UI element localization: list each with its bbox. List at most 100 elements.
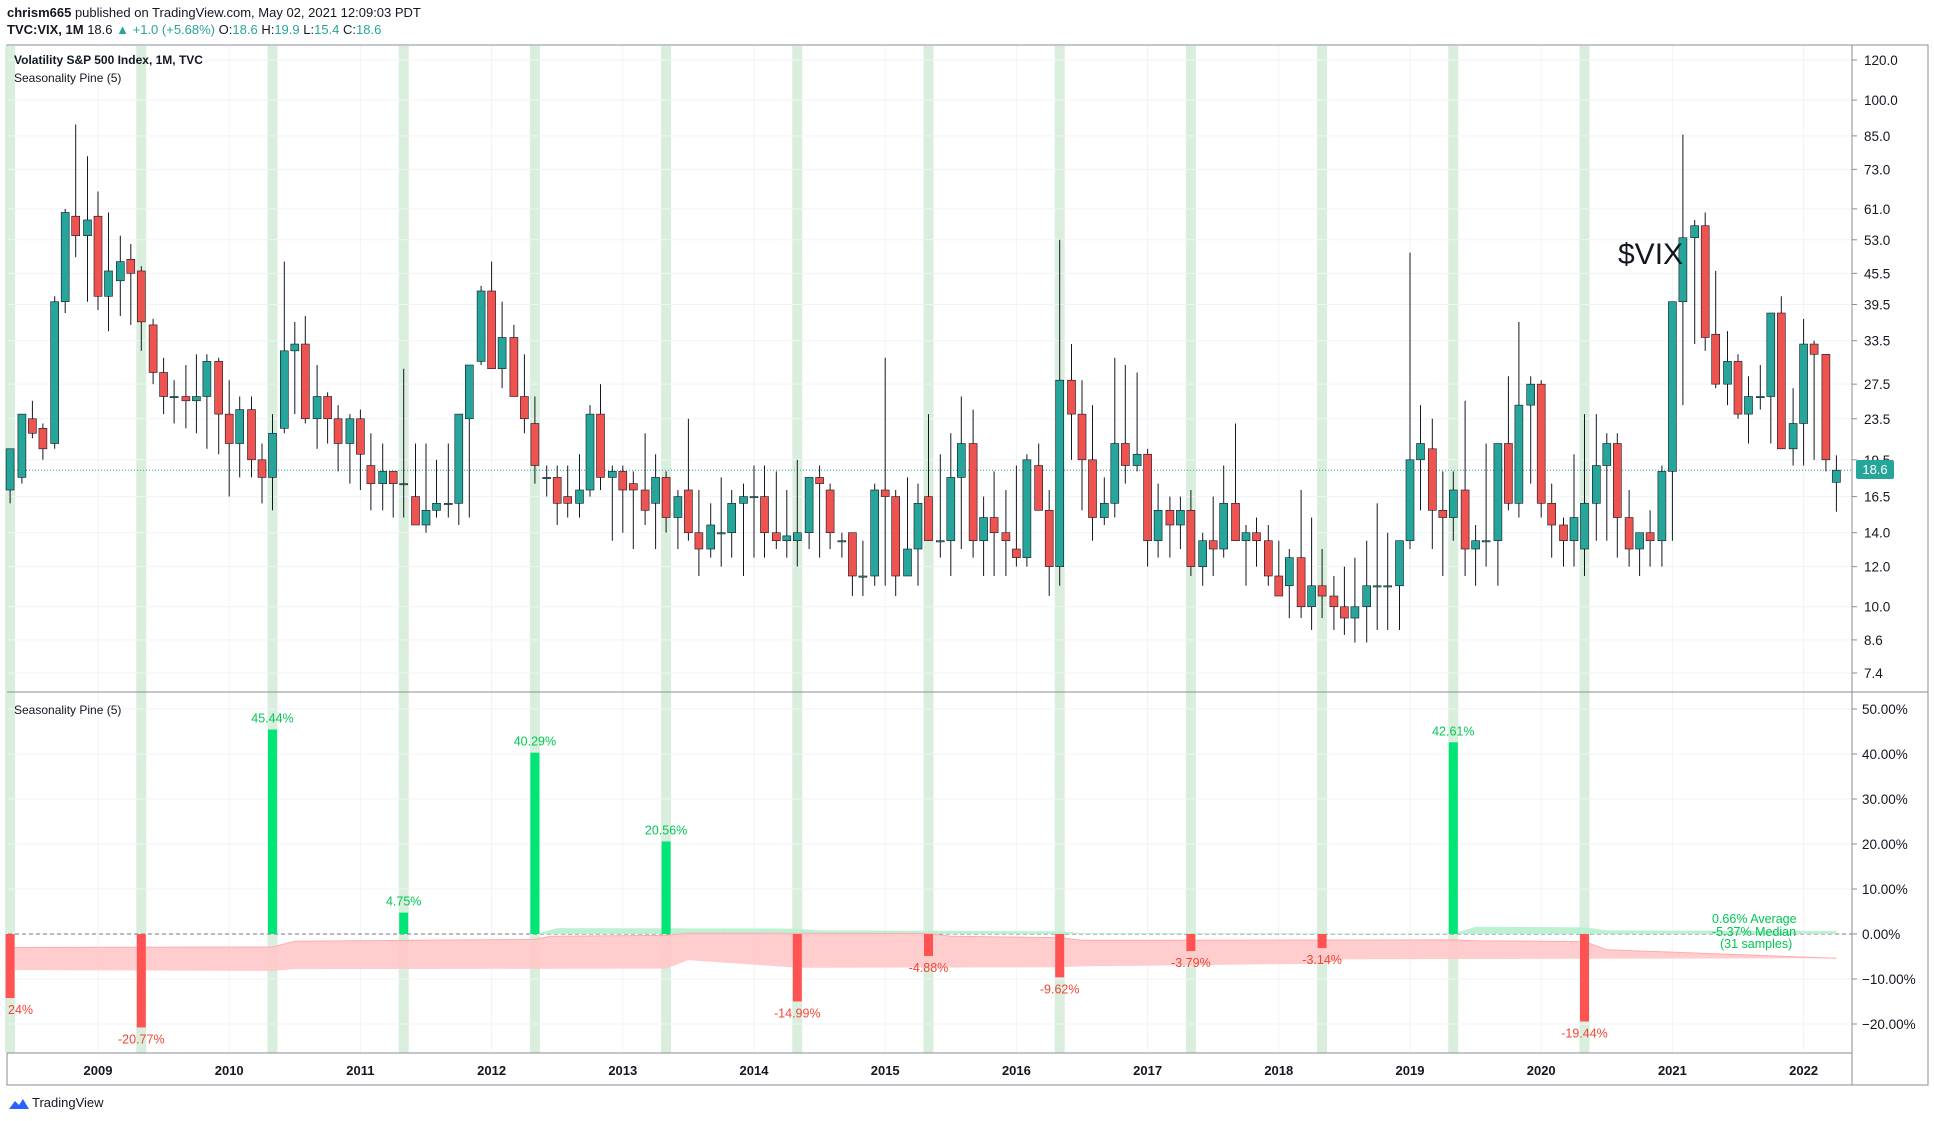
candle-body [760,496,769,534]
symbol-label[interactable]: TVC:VIX, 1M [7,22,84,37]
candle-body [345,418,355,444]
candle [628,471,638,550]
low-value: 15.4 [314,22,340,37]
chart-title[interactable]: Volatility S&P 500 Index, 1M, TVC [14,53,203,67]
candle-body [673,496,683,518]
candle [520,354,529,434]
may-band [136,46,147,1053]
candle [1317,549,1327,619]
candle [444,443,453,518]
price-tick: 12.0 [1864,560,1890,575]
candle [979,496,988,576]
candle-body [1504,443,1513,504]
candle-body [136,270,146,323]
candle-body [858,575,868,578]
indicator-title-bottom[interactable]: Seasonality Pine (5) [14,703,121,717]
candle [1252,517,1261,567]
candle-body [520,396,529,420]
may-band [5,46,16,1053]
median-line [10,932,1837,959]
candle [1034,443,1044,511]
candle [464,364,474,518]
seasonality-bar [267,729,277,934]
candle [247,396,256,478]
candle [870,483,880,586]
candle [936,454,945,558]
bar-label: -4.88% [909,961,949,975]
candle-body [979,517,988,542]
indicator-title-top[interactable]: Seasonality Pine (5) [14,71,121,85]
candle [159,357,168,415]
candle-body [1153,510,1163,542]
candle [1067,344,1076,460]
candle-body [1580,503,1589,550]
time-axis[interactable]: 2009 2010 2011 2012 2013 2014 2015 2016 2017 2018… [84,1063,1819,1078]
candle-body [1264,540,1273,577]
candle [1186,489,1196,576]
candle [1088,405,1097,541]
samples-stat: (31 samples) [1720,937,1792,951]
candle [257,443,267,504]
may-band [923,46,934,1053]
candle-body [1395,540,1404,587]
candle-body [1132,453,1142,466]
price-axis[interactable]: 120.0 100.0 85.0 73.0 61.0 53.0 45.5 39.5 33.5 27… [1852,53,1898,681]
seasonality-bar [1186,934,1196,952]
candle [17,413,27,484]
candle-body [126,259,136,274]
candle-body [497,337,507,370]
candle [104,212,113,332]
price-tick: 16.5 [1864,490,1890,505]
candle [1809,340,1819,460]
candle [1153,483,1163,558]
candle [563,465,572,518]
author-name[interactable]: chrism665 [7,5,72,20]
may-band [1448,46,1459,1053]
price-tick: 10.0 [1864,600,1890,615]
candle [1372,503,1382,630]
candle-body [848,532,857,577]
candle [192,354,201,434]
candle [1766,312,1776,444]
candle-body [28,418,37,434]
candle [1832,455,1841,512]
time-tick: 2010 [215,1063,244,1078]
candle [454,413,464,525]
percent-axis[interactable]: 50.00% 40.00% 30.00% 20.00% 10.00% 0.00% −10.0… [1852,702,1916,1032]
candle [280,261,289,434]
candle [202,354,212,449]
candle-body [552,477,562,504]
percent-tick: −10.00% [1862,972,1916,987]
time-tick: 2014 [740,1063,770,1078]
candle [388,471,398,518]
candle [224,380,234,497]
candle [1405,252,1415,550]
candle [542,465,552,497]
price-tick: 53.0 [1864,233,1890,248]
candle-body [782,535,792,542]
candle [661,471,671,533]
candle-body [1001,532,1011,542]
candle [421,443,431,533]
candle [1077,380,1087,511]
candle-body [815,477,824,484]
candle-body [608,471,617,478]
candle [487,261,496,370]
candle-body [596,413,605,478]
candle-body [1067,379,1076,415]
seasonality-bar [1317,934,1327,949]
candle-body [956,443,966,478]
candle-body [1448,489,1458,518]
percent-tick: 0.00% [1862,927,1900,942]
candle-body [1481,540,1491,543]
candle [1624,489,1634,567]
candle [673,489,683,550]
may-band [398,46,409,1053]
high-label: H: [261,22,275,37]
candle [1678,134,1688,406]
time-tick: 2012 [477,1063,506,1078]
bar-label: 24% [8,1003,33,1017]
candle [1198,532,1208,586]
tradingview-footer[interactable]: TradingView [8,1095,104,1110]
